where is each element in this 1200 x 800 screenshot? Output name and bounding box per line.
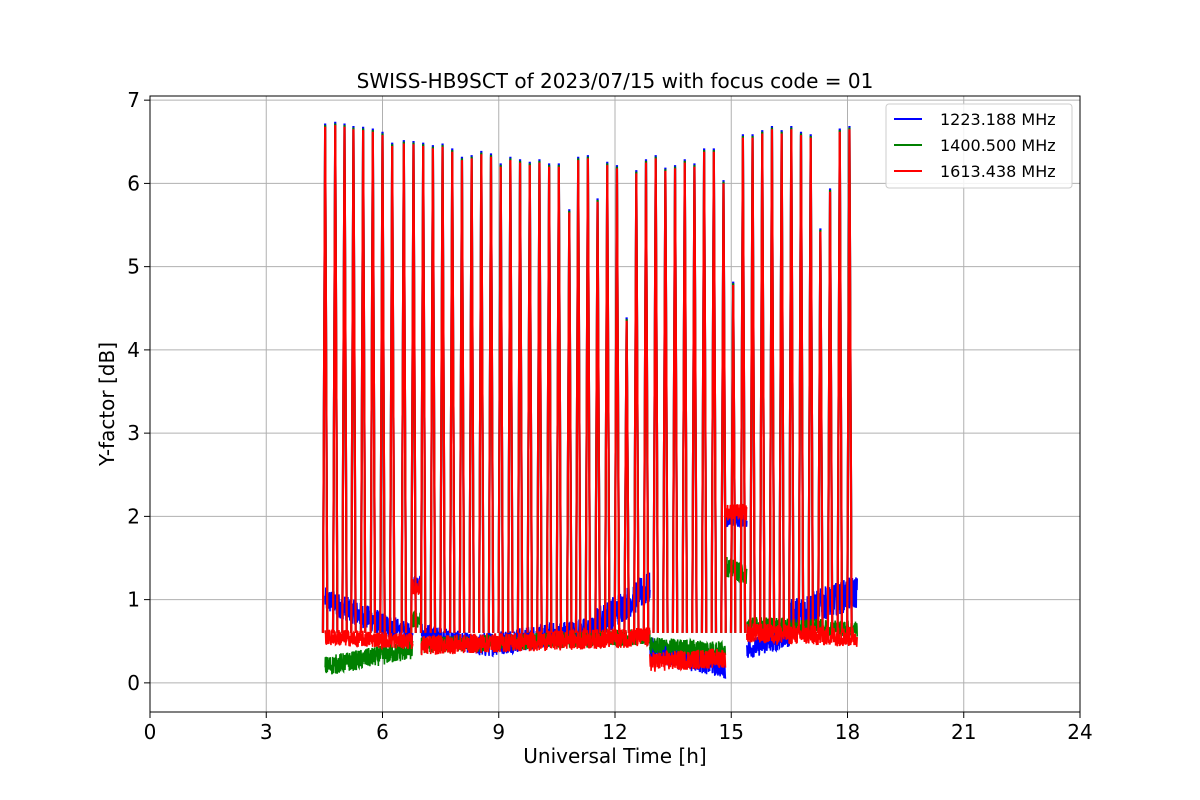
spike-mark xyxy=(584,158,592,633)
spike-mark xyxy=(379,135,386,633)
x-tick-label: 18 xyxy=(835,720,860,744)
spike-mark xyxy=(797,135,805,633)
spike-mark xyxy=(321,126,329,633)
spike-mark xyxy=(681,162,689,633)
x-tick-label: 6 xyxy=(376,720,389,744)
spike-mark xyxy=(613,168,621,633)
legend: 1223.188 MHz 1400.500 MHz 1613.438 MHz xyxy=(885,103,1073,189)
spike-mark xyxy=(836,131,844,633)
spike-mark xyxy=(729,284,737,633)
spike-mark xyxy=(419,145,427,633)
y-tick-label: 4 xyxy=(127,338,140,362)
spike-mark xyxy=(359,130,367,633)
spike-mark xyxy=(846,129,853,633)
series-segment xyxy=(724,503,748,521)
y-tick-label: 3 xyxy=(127,421,140,445)
spike-mark xyxy=(439,146,446,633)
spike-mark xyxy=(758,133,766,633)
spike-mark xyxy=(555,166,563,633)
y-axis-label: Y-factor [dB] xyxy=(95,342,119,467)
x-tick-label: 12 xyxy=(602,720,627,744)
chart-title: SWISS-HB9SCT of 2023/07/15 with focus co… xyxy=(357,69,874,93)
spike-mark xyxy=(545,166,553,633)
legend-label: 1223.188 MHz xyxy=(940,110,1056,129)
y-tick-label: 2 xyxy=(127,504,140,528)
spike-mark xyxy=(331,125,339,633)
spike-mark xyxy=(400,143,408,633)
series-segment xyxy=(411,576,423,596)
series-segment xyxy=(324,587,414,649)
spike-mark xyxy=(388,145,396,633)
x-tick-label: 0 xyxy=(144,720,157,744)
spike-mark xyxy=(671,168,679,633)
spike-mark xyxy=(429,148,437,633)
legend-box xyxy=(885,103,1073,189)
spike-mark xyxy=(574,160,582,633)
spike-mark xyxy=(749,137,756,633)
spike-mark xyxy=(778,133,785,633)
spike-mark xyxy=(350,129,357,633)
spike-mark xyxy=(565,212,573,633)
series-segment xyxy=(649,648,727,672)
y-tick-label: 1 xyxy=(127,588,140,612)
x-tick-label: 15 xyxy=(719,720,744,744)
y-tick-label: 5 xyxy=(127,255,140,279)
spike-mark xyxy=(720,183,727,633)
spike-mark xyxy=(642,162,650,633)
legend-label: 1400.500 MHz xyxy=(940,136,1056,155)
spike-mark xyxy=(594,201,601,633)
spike-mark xyxy=(691,166,698,633)
spike-mark xyxy=(662,170,669,633)
spike-mark xyxy=(468,158,475,633)
spike-mark xyxy=(826,191,834,633)
spike-mark xyxy=(633,173,640,633)
legend-label: 1613.438 MHz xyxy=(940,162,1056,181)
spike-mark xyxy=(652,158,659,633)
spike-mark xyxy=(497,166,504,633)
spike-mark xyxy=(526,165,534,633)
spike-mark xyxy=(487,156,495,633)
y-tick-label: 7 xyxy=(127,88,140,112)
spike-mark xyxy=(700,151,708,633)
x-tick-label: 3 xyxy=(260,720,273,744)
x-tick-label: 21 xyxy=(951,720,976,744)
spike-mark xyxy=(623,320,630,633)
spike-mark xyxy=(341,126,348,633)
spike-mark xyxy=(478,154,485,633)
spike-mark xyxy=(536,162,543,633)
x-tick-label: 24 xyxy=(1067,720,1092,744)
series-area xyxy=(321,121,858,679)
y-tick-label: 0 xyxy=(127,671,140,695)
spike-mark xyxy=(603,165,611,633)
x-tick-label: 9 xyxy=(492,720,505,744)
spike-mark xyxy=(369,131,377,633)
series-segment xyxy=(324,629,414,651)
series-segment xyxy=(411,610,423,628)
spike-mark xyxy=(458,160,466,633)
series-1613-438-mhz xyxy=(321,125,858,672)
spike-mark xyxy=(710,151,718,633)
x-axis-label: Universal Time [h] xyxy=(523,744,706,768)
spike-mark xyxy=(817,231,824,633)
spike-mark xyxy=(507,160,514,633)
spike-mark xyxy=(410,144,417,633)
series-segment xyxy=(420,625,651,656)
y-tick-label: 6 xyxy=(127,171,140,195)
spike-mark xyxy=(768,129,776,633)
spike-mark xyxy=(448,151,456,633)
spike-mark xyxy=(807,137,814,633)
spike-mark xyxy=(788,129,795,633)
spike-mark xyxy=(516,162,524,633)
spike-mark xyxy=(739,137,747,633)
